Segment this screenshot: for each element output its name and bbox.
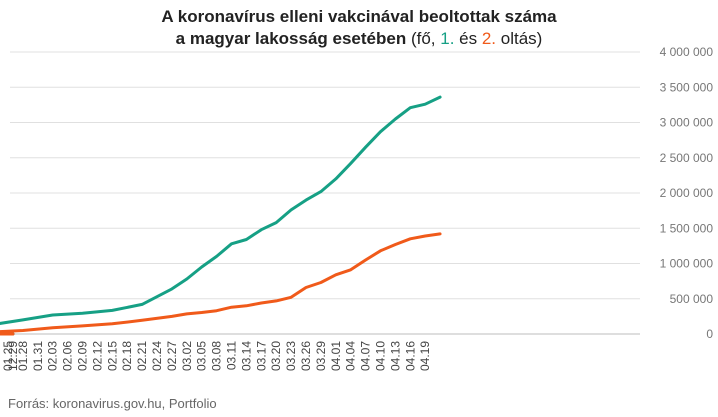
x-tick-label: 03.23 bbox=[284, 341, 298, 371]
chart-title-line2-bold: a magyar lakosság esetében bbox=[175, 29, 407, 48]
chart-title-open: (fő, bbox=[406, 29, 441, 48]
chart-title-close: oltás) bbox=[496, 29, 543, 48]
x-tick-label: 04.16 bbox=[403, 341, 417, 371]
x-tick-label: 02.09 bbox=[76, 341, 90, 371]
x-tick-label: 03.26 bbox=[299, 341, 313, 371]
y-tick-label: 2 500 000 bbox=[660, 151, 714, 165]
chart-title-and: és bbox=[454, 29, 482, 48]
x-tick-label: 02.21 bbox=[135, 341, 149, 371]
y-tick-label: 1 000 000 bbox=[660, 257, 714, 271]
x-tick-label: 04.07 bbox=[359, 341, 373, 371]
x-tick-label: 01.28 bbox=[16, 341, 30, 371]
x-tick-label: 03.29 bbox=[314, 341, 328, 371]
x-tick-label: 04.19 bbox=[418, 341, 432, 371]
x-tick-label: 02.24 bbox=[150, 341, 164, 371]
y-tick-label: 500 000 bbox=[670, 292, 714, 306]
legend-dose1-label: 1. bbox=[440, 29, 455, 48]
x-tick-label: 04.04 bbox=[344, 341, 358, 371]
x-tick-label: 03.20 bbox=[269, 341, 283, 371]
x-tick-label: 02.06 bbox=[61, 341, 75, 371]
y-tick-label: 2 000 000 bbox=[660, 186, 714, 200]
x-axis-ticks: 12.2901.0101.0401.0701.1001.1301.1601.19… bbox=[0, 341, 432, 371]
source-note: Forrás: koronavirus.gov.hu, Portfolio bbox=[8, 396, 217, 411]
y-tick-label: 4 000 000 bbox=[660, 45, 714, 59]
series-line-dose-2 bbox=[0, 232, 442, 336]
x-tick-label: 12.29 bbox=[6, 341, 20, 371]
x-tick-label: 02.15 bbox=[105, 341, 119, 371]
y-tick-label: 0 bbox=[706, 327, 713, 341]
y-axis-ticks: 0 500 000 1 000 000 1 500 000 2 000 000 2 500… bbox=[660, 45, 714, 341]
series-lines bbox=[0, 95, 442, 336]
x-tick-label: 03.11 bbox=[225, 341, 239, 370]
x-tick-label: 03.02 bbox=[180, 341, 194, 371]
x-tick-label: 02.27 bbox=[165, 341, 179, 371]
x-tick-label: 03.14 bbox=[239, 341, 253, 371]
x-tick-label: 04.10 bbox=[374, 341, 388, 371]
x-tick-label: 02.12 bbox=[90, 341, 104, 371]
chart-title-line1: A koronavírus elleni vakcinával beoltott… bbox=[161, 7, 557, 26]
series-line-dose-1 bbox=[0, 95, 442, 336]
x-tick-label: 03.17 bbox=[254, 341, 268, 371]
x-tick-label: 03.05 bbox=[195, 341, 209, 371]
y-tick-label: 3 000 000 bbox=[660, 116, 714, 130]
x-tick-label: 03.08 bbox=[210, 341, 224, 371]
chart-title-line2: a magyar lakosság esetében (fő, 1. és 2.… bbox=[0, 28, 718, 50]
y-tick-label: 1 500 000 bbox=[660, 221, 714, 235]
x-tick-label: 04.13 bbox=[388, 341, 402, 371]
grid-lines bbox=[10, 51, 640, 335]
chart-title: A koronavírus elleni vakcinával beoltott… bbox=[0, 6, 718, 50]
x-tick-label: 01.31 bbox=[31, 341, 45, 371]
x-tick-label: 02.03 bbox=[46, 341, 60, 371]
legend-dose2-label: 2. bbox=[481, 29, 497, 48]
y-tick-label: 3 500 000 bbox=[660, 80, 714, 94]
x-tick-label: 02.18 bbox=[120, 341, 134, 371]
x-tick-label: 01.25 bbox=[1, 341, 15, 371]
x-tick-label: 04.01 bbox=[329, 341, 343, 371]
